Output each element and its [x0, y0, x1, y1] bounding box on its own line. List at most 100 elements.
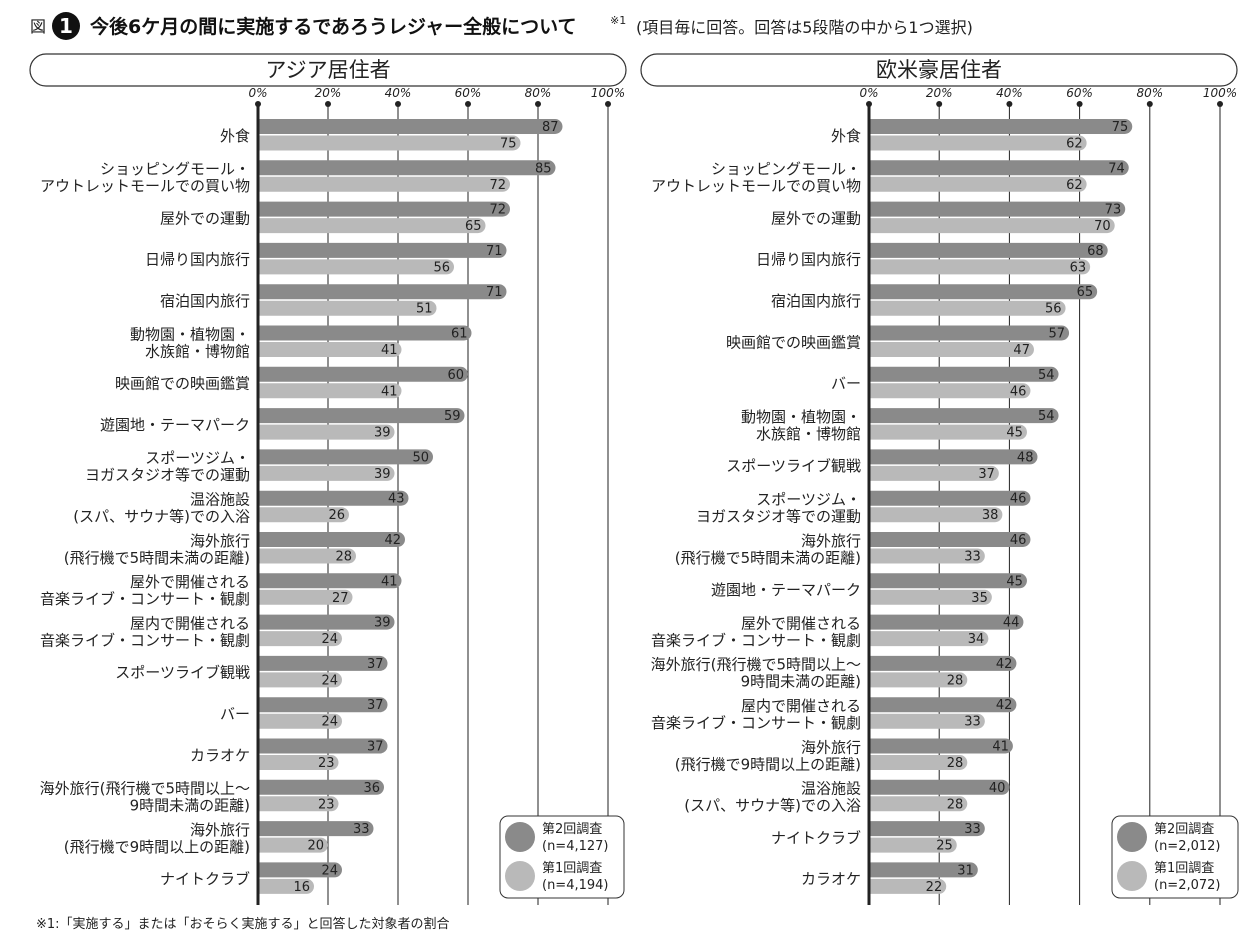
legend-swatch-series2: [505, 822, 535, 852]
tick-dot: [1076, 101, 1083, 107]
category-label: 宿泊国内旅行: [160, 292, 250, 310]
legend-series-n: (n=2,072): [1154, 878, 1221, 893]
bar-series1: [258, 507, 350, 523]
category-label: 海外旅行(飛行機で5時間以上〜: [40, 780, 250, 798]
bar-value-label: 70: [1094, 219, 1111, 234]
legend: 第2回調査 (n=2,012) 第1回調査 (n=2,072): [1111, 815, 1239, 899]
bar-value-label: 31: [957, 863, 974, 878]
bar-value-label: 33: [964, 715, 981, 730]
category-label: 海外旅行(飛行機で5時間以上〜: [651, 656, 861, 674]
tick-dot: [1146, 101, 1153, 107]
bar-series2: [258, 408, 465, 424]
category-label: 屋外での運動: [160, 209, 250, 227]
bar-series1: [869, 837, 957, 853]
bar-value-label: 63: [1070, 260, 1087, 275]
bar-series2: [869, 201, 1126, 217]
bar-value-label: 37: [367, 698, 384, 713]
bar-series2: [258, 490, 409, 506]
category-label: 動物園・植物園・: [130, 325, 250, 343]
bar-series1: [258, 548, 357, 564]
category-label: 温浴施設: [190, 490, 250, 508]
category-label: 温浴施設: [801, 780, 861, 798]
bar-value-label: 65: [1077, 285, 1094, 300]
bar-series2: [258, 697, 388, 713]
footnote: ※1:「実施する」または「おそらく実施する」と回答した対象者の割合: [36, 916, 450, 932]
tick-dot: [535, 101, 541, 107]
bar-value-label: 61: [451, 327, 468, 342]
bar-value-label: 48: [1017, 450, 1034, 465]
x-tick-label: 80%: [1136, 86, 1163, 100]
bar-series2: [869, 697, 1017, 713]
figure-title: 今後6ケ月の間に実施するであろうレジャー全般について: [89, 15, 577, 38]
bar-series2: [258, 160, 556, 176]
bar-series1: [869, 342, 1034, 357]
tick-dot: [1217, 101, 1223, 107]
category-label: 外食: [831, 127, 861, 145]
x-tick-label: 20%: [315, 86, 342, 100]
category-label: 屋内で開催される: [741, 697, 861, 715]
x-tick-label: 0%: [859, 86, 878, 100]
bar-value-label: 24: [321, 715, 338, 730]
bar-series1: [869, 218, 1115, 234]
x-tick-label: 80%: [525, 86, 552, 100]
x-tick-label: 60%: [1066, 86, 1093, 100]
bar-series2: [869, 779, 1010, 795]
category-label: 音楽ライブ・コンサート・観劇: [40, 590, 250, 608]
bar-series1: [258, 218, 486, 234]
bar-series1: [869, 878, 947, 894]
bar-series1: [258, 713, 343, 729]
bar-value-label: 38: [982, 508, 999, 523]
bar-value-label: 40: [989, 781, 1006, 796]
bar-value-label: 72: [489, 178, 506, 193]
bar-value-label: 33: [964, 822, 981, 837]
bar-series1: [258, 176, 510, 192]
bar-value-label: 72: [489, 203, 506, 218]
bar-value-label: 75: [500, 137, 517, 152]
bar-series2: [869, 408, 1059, 424]
bar-series2: [869, 532, 1031, 547]
category-label: 屋内で開催される: [130, 614, 250, 632]
legend-swatch-series1: [1117, 861, 1147, 891]
figure-prefix: 図: [30, 17, 46, 36]
bar-series2: [869, 284, 1098, 300]
panel-title-frame: [640, 53, 1238, 87]
bar-series2: [258, 242, 507, 258]
bar-value-label: 24: [321, 673, 338, 688]
category-label: 音楽ライブ・コンサート・観劇: [651, 714, 861, 732]
category-label: (スパ、サウナ等)での入浴: [684, 797, 861, 815]
bar-value-label: 41: [381, 574, 398, 589]
category-label: 屋外での運動: [771, 209, 861, 227]
bar-series1: [869, 135, 1087, 151]
bar-series2: [258, 779, 384, 795]
bar-series2: [258, 325, 472, 341]
bar-series2: [258, 573, 402, 589]
x-tick-label: 0%: [248, 86, 267, 100]
bar-value-label: 37: [978, 467, 995, 482]
bar-value-label: 16: [293, 880, 310, 895]
bar-value-label: 57: [1049, 327, 1066, 342]
legend: 第2回調査 (n=4,127) 第1回調査 (n=4,194): [499, 815, 625, 899]
bar-series2: [869, 573, 1027, 589]
bar-series1: [258, 837, 329, 853]
bar-series1: [869, 755, 968, 770]
bar-value-label: 33: [964, 550, 981, 565]
category-label: スポーツジム・: [145, 449, 250, 467]
category-label: アウトレットモールでの買い物: [40, 177, 250, 195]
bar-value-label: 33: [353, 822, 370, 837]
category-label: ショッピングモール・: [100, 160, 250, 178]
category-label: 日帰り国内旅行: [756, 251, 861, 269]
category-label: カラオケ: [190, 746, 250, 764]
legend-series-name: 第1回調査: [542, 861, 602, 876]
bar-series1: [258, 135, 521, 151]
bar-series1: [258, 672, 343, 688]
bar-series2: [258, 821, 374, 837]
category-label: ナイトクラブ: [771, 829, 861, 847]
bar-series1: [258, 631, 343, 647]
bar-series1: [869, 631, 989, 647]
bar-value-label: 23: [318, 797, 335, 812]
bar-value-label: 28: [335, 550, 352, 565]
tick-dot: [465, 101, 471, 107]
bar-series2: [258, 614, 395, 630]
category-label: 日帰り国内旅行: [145, 251, 250, 269]
